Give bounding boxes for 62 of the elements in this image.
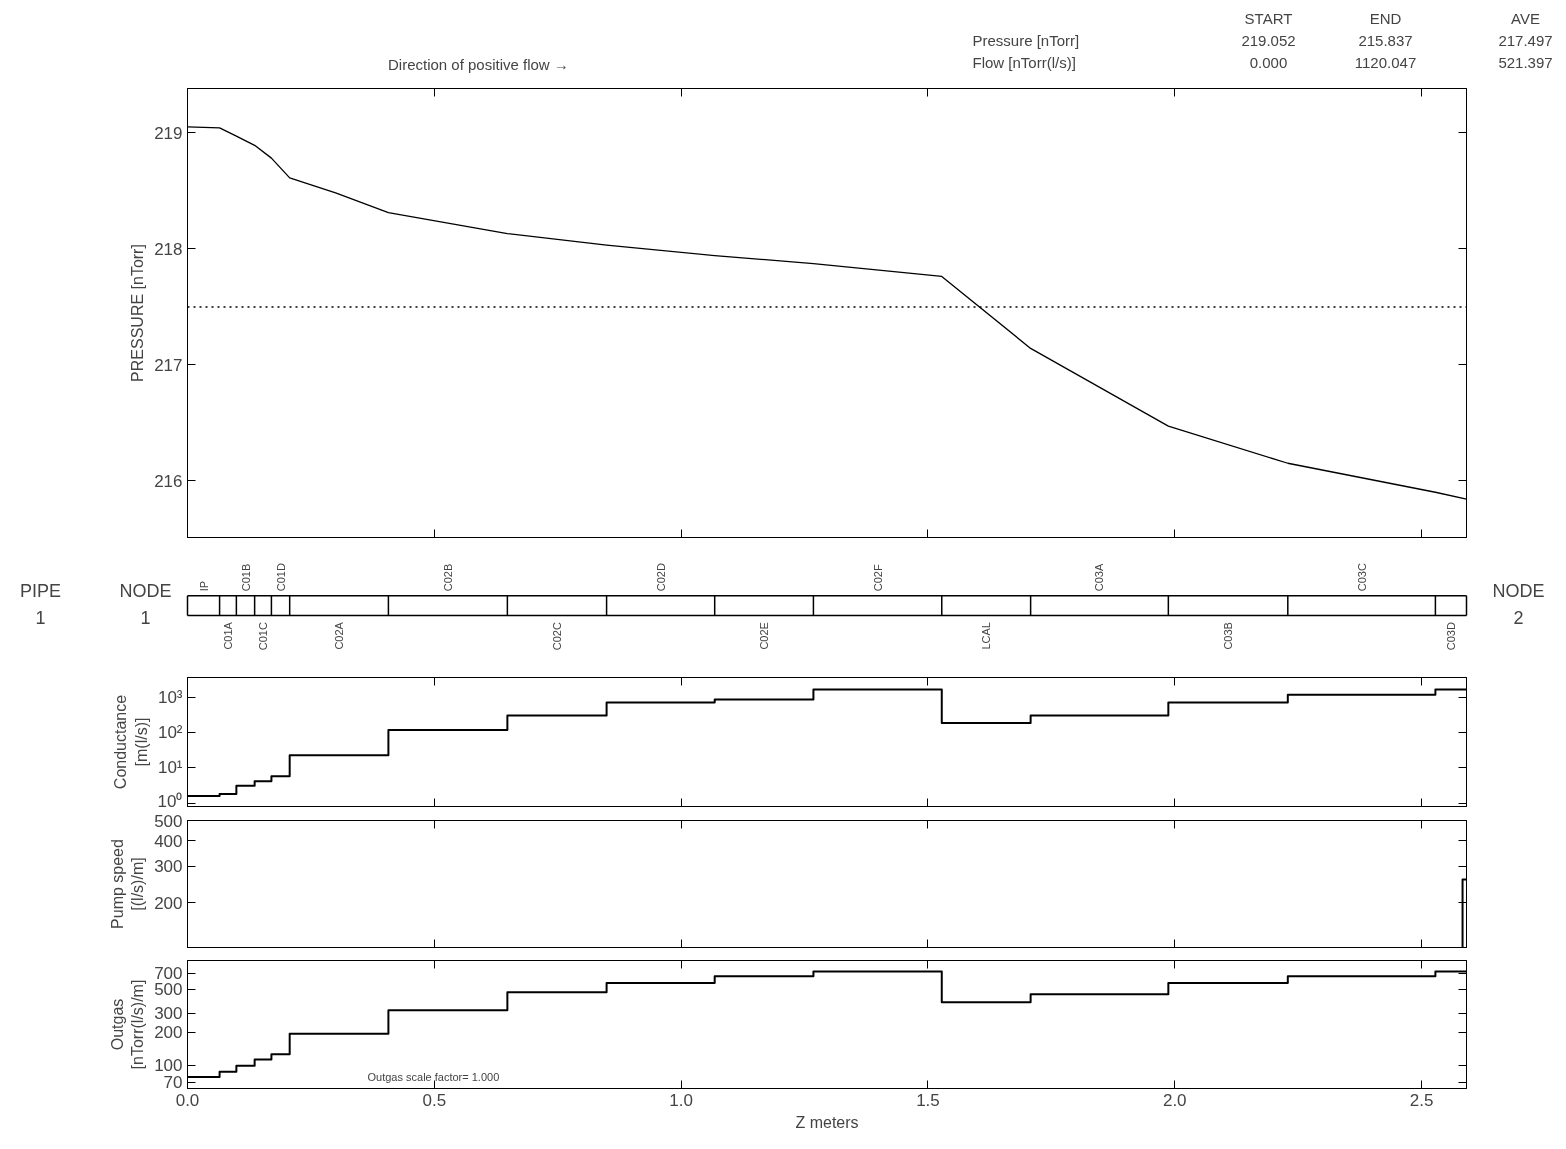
y-tick-label: 400	[154, 831, 183, 851]
text: END	[1369, 10, 1402, 27]
y-tick-label: 300	[154, 857, 183, 877]
y-tick-label: 70	[163, 1073, 183, 1093]
category-label: C03D	[1444, 622, 1457, 651]
text: 1120.047	[1354, 53, 1417, 71]
text: NODE	[1492, 581, 1545, 602]
category-label: C02D	[654, 563, 667, 592]
category-label: C01D	[274, 563, 287, 592]
category-label: C01C	[257, 622, 270, 651]
annotation: Outgas scale factor= 1.000	[367, 1070, 500, 1083]
y-tick-label: 10⁰	[157, 791, 183, 811]
text: NODE	[119, 581, 172, 602]
x-tick-label: 0.5	[422, 1090, 447, 1110]
text: Flow [nTorr(l/s)]	[972, 54, 1076, 71]
category-label: C02F	[871, 564, 884, 592]
y-tick-label: 100	[154, 1056, 183, 1076]
x-tick-label: 1.5	[916, 1090, 940, 1110]
y-axis-title: PRESSURE [nTorr]	[129, 244, 147, 382]
category-label: C03A	[1093, 563, 1106, 592]
y-tick-label: 500	[154, 811, 183, 831]
y-axis-title: Conductance [m(l/s)]	[112, 694, 150, 790]
category-label: C02C	[550, 622, 563, 651]
y-axis-title: Pump speed [(l/s)/m]	[108, 839, 147, 929]
text: 215.837	[1358, 31, 1413, 49]
x-tick-label: 1.0	[669, 1090, 693, 1110]
category-label: LCAL	[980, 622, 993, 650]
text: START	[1244, 10, 1293, 27]
category-label: C02B	[441, 563, 454, 592]
text: 217.497	[1498, 31, 1553, 49]
category-label: C02A	[333, 621, 346, 650]
y-tick-label: 219	[154, 123, 183, 143]
y-tick-label: 300	[154, 1004, 183, 1024]
x-tick-label: 2.0	[1162, 1090, 1187, 1110]
category-label: C03C	[1355, 563, 1368, 592]
x-tick-label: 2.5	[1409, 1090, 1434, 1110]
category-label: IP	[197, 580, 210, 592]
text: Pressure [nTorr]	[972, 32, 1080, 49]
y-tick-label: 10¹	[157, 758, 183, 778]
category-label: C03B	[1222, 622, 1235, 650]
y-tick-label: 217	[154, 355, 183, 375]
text: 1	[35, 608, 46, 629]
text: AVE	[1511, 10, 1540, 27]
y-tick-label: 218	[154, 239, 183, 259]
text: PIPE	[19, 581, 62, 602]
x-axis-title: Z meters	[795, 1113, 859, 1131]
text: Direction of positive flow →	[387, 56, 569, 73]
category-label: C02E	[758, 622, 771, 650]
y-tick-label: 10³	[157, 688, 183, 707]
y-tick-label: 200	[154, 1023, 183, 1043]
text: 219.052	[1241, 31, 1296, 49]
category-label: C01A	[221, 621, 234, 650]
y-tick-label: 10²	[157, 723, 183, 743]
x-tick-label: 0.0	[175, 1090, 200, 1110]
text: 2	[1513, 608, 1524, 629]
y-tick-label: 200	[154, 894, 183, 913]
text: 0.000	[1249, 53, 1288, 71]
y-axis-title: Outgas [nTorr(l/s)/m]	[108, 979, 147, 1070]
text: 1	[140, 608, 151, 629]
category-label: C01B	[239, 563, 252, 592]
text: 521.397	[1498, 53, 1553, 71]
y-tick-label: 216	[154, 471, 183, 491]
